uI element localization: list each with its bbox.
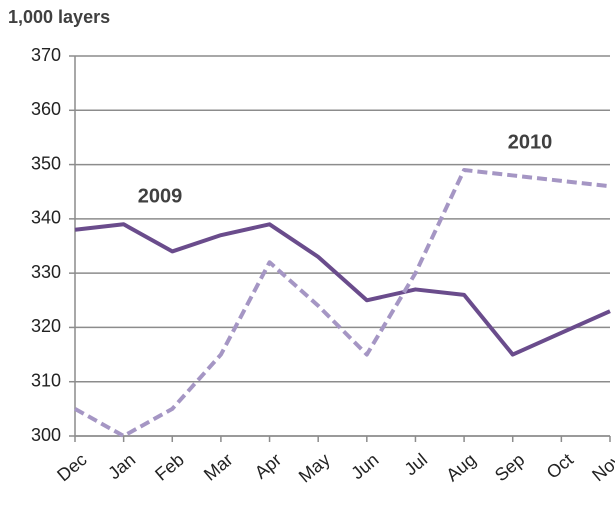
y-tick-label: 340: [31, 208, 61, 228]
x-tick-label: Feb: [151, 449, 188, 484]
y-tick-label: 310: [31, 370, 61, 390]
y-axis-label: 1,000 layers: [8, 7, 110, 27]
series-line: [74, 222, 611, 357]
x-tick-label: Jul: [401, 449, 431, 479]
y-tick-label: 370: [31, 45, 61, 65]
y-tick-label: 300: [31, 425, 61, 445]
x-tick-label: Sep: [491, 449, 528, 485]
x-tick-label: Mar: [200, 449, 237, 484]
x-tick-label: Apr: [251, 449, 285, 482]
x-tick-label: Dec: [53, 449, 90, 485]
series-line: [74, 168, 611, 438]
x-tick-label: Aug: [442, 449, 479, 485]
x-tick-label: May: [295, 449, 334, 486]
series-label: 2009: [138, 185, 183, 207]
x-tick-label: Jan: [104, 449, 139, 483]
y-tick-label: 320: [31, 316, 61, 336]
x-tick-label: Nov: [588, 449, 615, 485]
y-tick-label: 350: [31, 153, 61, 173]
y-tick-label: 330: [31, 262, 61, 282]
x-tick-label: Jun: [347, 449, 382, 483]
y-tick-label: 360: [31, 99, 61, 119]
series-label: 2010: [508, 131, 553, 153]
x-tick-label: Oct: [543, 449, 577, 482]
